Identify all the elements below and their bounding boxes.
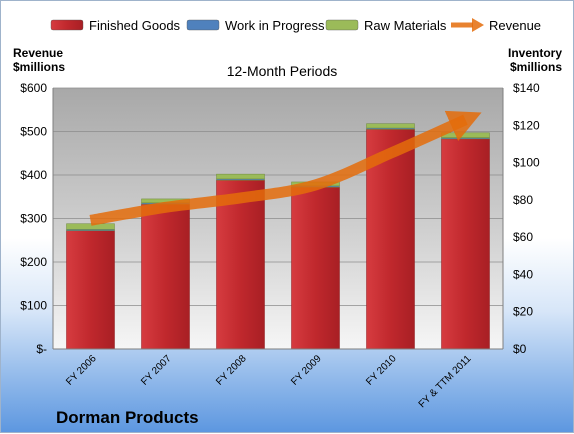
right-tick-label: $40 [513, 267, 533, 281]
bars [66, 123, 490, 350]
category-label: FY & TTM 2011 [417, 353, 474, 410]
bar-raw-materials [366, 123, 415, 129]
left-tick-label: $- [36, 342, 47, 356]
left-tick-label: $400 [20, 168, 47, 182]
bar-finished-goods [441, 138, 490, 350]
bar-finished-goods [216, 179, 265, 350]
bar-raw-materials [441, 132, 490, 138]
left-tick-label: $300 [20, 212, 47, 226]
revenue-line [89, 110, 482, 226]
legend-swatch [325, 19, 359, 31]
legend-label: Revenue [489, 18, 541, 33]
chart-title: 12-Month Periods [227, 63, 338, 79]
left-axis-title-line2: $millions [13, 60, 65, 74]
legend-swatch [186, 19, 220, 31]
bar-raw-materials [66, 223, 115, 230]
right-tick-label: $60 [513, 230, 533, 244]
right-tick-label: $0 [513, 342, 527, 356]
category-label: FY 2006 [64, 353, 99, 388]
revenue-series-line [89, 110, 482, 226]
legend-arrow-icon [472, 18, 484, 32]
left-tick-label: $500 [20, 125, 47, 139]
right-tick-label: $120 [513, 118, 540, 132]
legend-swatch [50, 19, 84, 31]
left-tick-label: $100 [20, 299, 47, 313]
right-axis-title-line2: $millions [510, 60, 562, 74]
left-tick-label: $600 [20, 81, 47, 95]
right-tick-label: $100 [513, 156, 540, 170]
category-label: FY 2008 [214, 353, 249, 388]
bar-finished-goods [66, 230, 115, 350]
left-tick-label: $200 [20, 255, 47, 269]
right-tick-label: $80 [513, 193, 533, 207]
right-tick-label: $20 [513, 305, 533, 319]
category-label: FY 2009 [289, 353, 324, 388]
category-label: FY 2007 [139, 353, 174, 388]
bar-raw-materials [216, 173, 265, 180]
left-axis-title-line1: Revenue [13, 46, 63, 60]
legend-label: Finished Goods [89, 18, 181, 33]
legend-label: Work in Progress [225, 18, 325, 33]
company-name: Dorman Products [56, 408, 199, 427]
legend: Finished Goods Work in Progress Raw Materi… [50, 18, 541, 33]
category-label: FY 2010 [364, 353, 399, 388]
bar-finished-goods [291, 186, 340, 350]
legend-label: Raw Materials [364, 18, 447, 33]
right-axis-title-line1: Inventory [508, 46, 562, 60]
bar-finished-goods [141, 203, 190, 350]
right-tick-label: $140 [513, 81, 540, 95]
